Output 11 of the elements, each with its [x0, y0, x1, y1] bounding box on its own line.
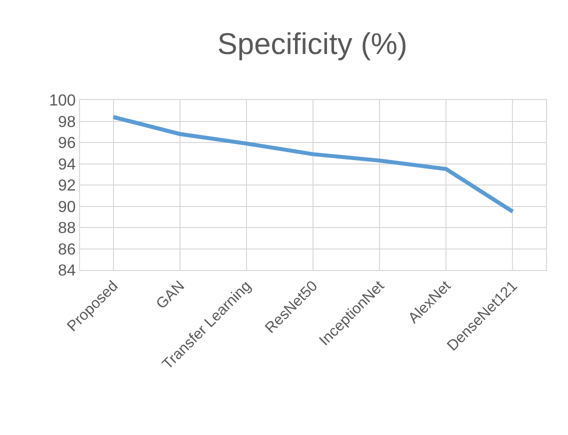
y-tick-label: 84 — [58, 262, 76, 280]
y-tick-label: 86 — [58, 241, 76, 258]
y-tick-label: 88 — [58, 220, 76, 238]
chart-title: Specificity (%) — [217, 28, 408, 61]
y-tick-label: 98 — [58, 114, 76, 131]
y-tick-label: 94 — [58, 156, 76, 174]
line-series — [111, 115, 515, 214]
y-tick-label: 90 — [58, 198, 76, 216]
y-tick-label: 96 — [58, 135, 76, 152]
y-tick-label: 92 — [58, 178, 76, 195]
y-tick-label: 100 — [49, 92, 76, 110]
